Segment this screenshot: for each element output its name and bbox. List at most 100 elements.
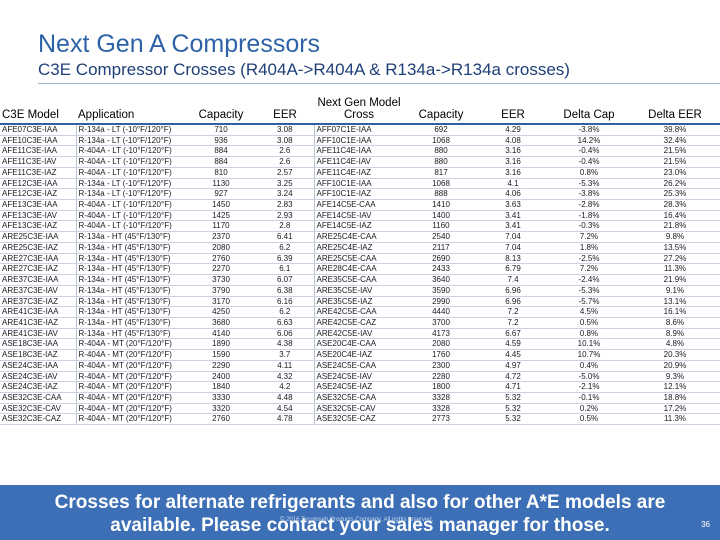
cell-next-gen-eer: 5.32 (478, 413, 548, 426)
cell-capacity: 4140 (186, 328, 256, 340)
cell-c3e-model: ASE24C3E-IAZ (0, 381, 77, 393)
cell-eer: 3.24 (256, 188, 315, 201)
table-row: ARE41C3E-IAZ R-134a - HT (45°F/130°F) 3680… (0, 317, 720, 329)
cell-next-gen-eer: 7.2 (478, 317, 548, 329)
cell-next-gen-capacity: 1410 (404, 199, 478, 211)
cell-delta-cap: 14.2% (548, 135, 630, 147)
cell-next-gen-eer: 3.63 (478, 199, 548, 211)
cell-next-gen-eer: 4.08 (478, 135, 548, 147)
cell-next-gen-eer: 7.04 (478, 231, 548, 243)
cell-application: R-134a - HT (45°F/130°F) (76, 274, 186, 286)
table-row: AFE12C3E-IAA R-134a - LT (-10°F/120°F) 113… (0, 178, 720, 190)
cell-application: R-134a - HT (45°F/130°F) (76, 317, 186, 329)
cell-delta-cap: -0.1% (548, 392, 630, 404)
cell-c3e-model: ARE25C3E-IAA (0, 231, 77, 243)
cell-next-gen-capacity: 4173 (404, 328, 478, 340)
cell-capacity: 1170 (186, 220, 256, 233)
header-eer: EER (256, 87, 314, 125)
cell-delta-eer: 11.3% (630, 413, 720, 426)
cell-next-gen-capacity: 2690 (404, 253, 478, 265)
cell-next-gen-model: ARE42C5E-CAA (314, 306, 404, 318)
cell-capacity: 710 (186, 124, 256, 136)
cell-c3e-model: AFE13C3E-IAA (0, 199, 77, 211)
cell-eer: 6.2 (256, 242, 315, 254)
table-row: ARE25C3E-IAA R-134a - HT (45°F/130°F) 2370… (0, 231, 720, 243)
page-number: 36 (701, 520, 710, 529)
cell-application: R-404A - MT (20°F/120°F) (76, 338, 186, 351)
cell-delta-eer: 9.1% (630, 285, 720, 297)
cell-capacity: 936 (186, 135, 256, 147)
title-divider (38, 83, 720, 84)
cell-next-gen-capacity: 2433 (404, 263, 478, 276)
cell-next-gen-eer: 3.16 (478, 156, 548, 168)
table-row: AFE11C3E-IAA R-404A - LT (-10°F/120°F) 884… (0, 145, 720, 158)
table-row: AFE13C3E-IAA R-404A - LT (-10°F/120°F) 145… (0, 199, 720, 211)
cell-capacity: 3790 (186, 285, 256, 297)
cell-application: R-404A - MT (20°F/120°F) (76, 413, 186, 426)
cell-next-gen-model: ASE32C5E-CAA (314, 392, 404, 404)
table-row: ARE27C3E-IAZ R-134a - HT (45°F/130°F) 2270… (0, 263, 720, 276)
cell-eer: 6.1 (256, 263, 315, 276)
table-row: ARE41C3E-IAV R-134a - HT (45°F/130°F) 4140… (0, 328, 720, 340)
cell-next-gen-eer: 4.1 (478, 178, 548, 190)
cell-capacity: 3320 (186, 403, 256, 415)
cell-next-gen-capacity: 2117 (404, 242, 478, 254)
table-body: AFE07C3E-IAA R-134a - LT (-10°F/120°F) 710… (0, 124, 720, 426)
cell-eer: 3.08 (256, 135, 315, 147)
cell-delta-cap: 0.8% (548, 328, 630, 340)
cell-delta-cap: -5.0% (548, 371, 630, 383)
cell-delta-cap: 4.5% (548, 306, 630, 318)
table-row: ARE41C3E-IAA R-134a - HT (45°F/130°F) 4250… (0, 306, 720, 318)
cell-next-gen-model: ASE24C5E-IAZ (314, 381, 404, 393)
cell-next-gen-model: ARE28C4E-CAA (314, 263, 404, 276)
cell-next-gen-capacity: 2280 (404, 371, 478, 383)
cell-next-gen-model: ARE42C5E-IAV (314, 328, 404, 340)
cell-next-gen-model: AFF10C1E-IAA (314, 178, 404, 190)
cell-next-gen-capacity: 1068 (404, 178, 478, 190)
cell-next-gen-eer: 4.29 (478, 124, 548, 136)
cell-eer: 2.57 (256, 167, 315, 179)
cell-application: R-404A - LT (-10°F/120°F) (76, 199, 186, 211)
cell-delta-eer: 8.6% (630, 317, 720, 329)
cell-capacity: 1450 (186, 199, 256, 211)
cell-eer: 6.41 (256, 231, 315, 243)
header-delta-cap: Delta Cap (548, 87, 630, 125)
cell-application: R-134a - HT (45°F/130°F) (76, 296, 186, 308)
cell-eer: 6.63 (256, 317, 315, 329)
cell-capacity: 1130 (186, 178, 256, 190)
cell-application: R-404A - LT (-10°F/120°F) (76, 156, 186, 168)
cell-next-gen-capacity: 888 (404, 188, 478, 201)
cell-application: R-404A - MT (20°F/120°F) (76, 381, 186, 393)
cell-next-gen-model: AFE11C4E-IAV (314, 156, 404, 168)
table-row: AFE13C3E-IAZ R-404A - LT (-10°F/120°F) 117… (0, 220, 720, 233)
cell-application: R-134a - HT (45°F/130°F) (76, 328, 186, 340)
cell-delta-cap: -0.3% (548, 220, 630, 233)
cell-eer: 4.11 (256, 360, 315, 372)
cell-application: R-134a - HT (45°F/130°F) (76, 306, 186, 318)
cell-capacity: 1590 (186, 349, 256, 361)
cell-c3e-model: ARE41C3E-IAV (0, 328, 77, 340)
cell-delta-eer: 16.1% (630, 306, 720, 318)
compressor-crosses-table: C3E Model Application Capacity EER Next … (0, 87, 720, 426)
cell-next-gen-eer: 5.32 (478, 392, 548, 404)
cell-next-gen-eer: 4.06 (478, 188, 548, 201)
header-next-gen-model-cross: Next Gen Model Cross (314, 87, 404, 125)
crosses-table-container: C3E Model Application Capacity EER Next … (0, 87, 720, 426)
cell-delta-cap: 0.8% (548, 167, 630, 179)
table-row: AFE11C3E-IAV R-404A - LT (-10°F/120°F) 884… (0, 156, 720, 168)
cell-next-gen-capacity: 1400 (404, 210, 478, 222)
cell-next-gen-capacity: 3590 (404, 285, 478, 297)
cell-eer: 6.38 (256, 285, 315, 297)
cell-delta-cap: 0.5% (548, 317, 630, 329)
cell-next-gen-capacity: 2773 (404, 413, 478, 426)
cell-capacity: 2290 (186, 360, 256, 372)
cell-eer: 2.93 (256, 210, 315, 222)
cell-application: R-134a - HT (45°F/130°F) (76, 263, 186, 276)
cell-next-gen-eer: 4.59 (478, 338, 548, 351)
cell-eer: 4.48 (256, 392, 315, 404)
cell-c3e-model: AFE13C3E-IAZ (0, 220, 77, 233)
cell-c3e-model: ARE41C3E-IAA (0, 306, 77, 318)
cell-next-gen-eer: 3.41 (478, 210, 548, 222)
cell-next-gen-model: ARE25C4E-CAA (314, 231, 404, 243)
cell-delta-eer: 11.3% (630, 263, 720, 276)
